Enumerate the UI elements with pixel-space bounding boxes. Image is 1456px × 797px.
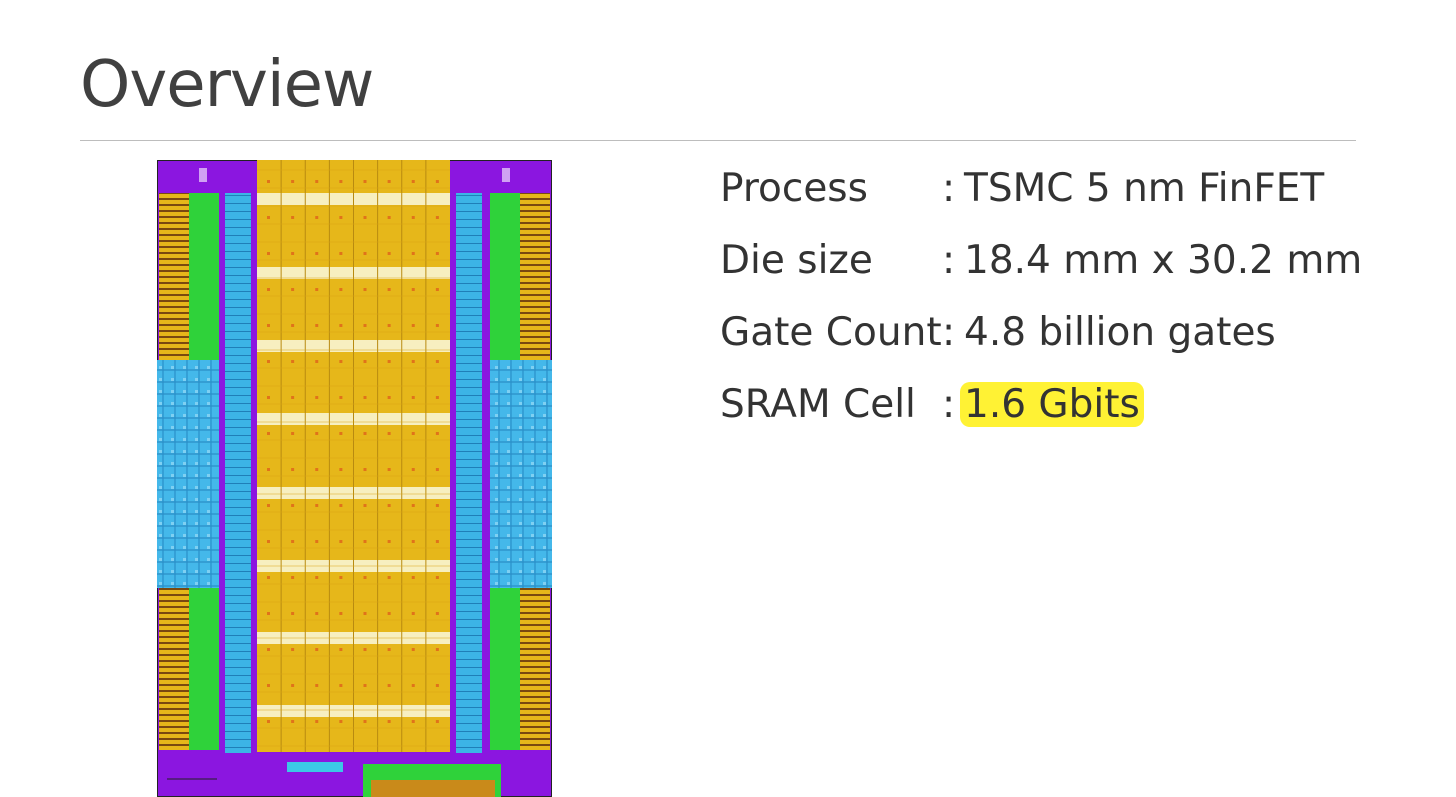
spec-separator: :	[942, 238, 956, 283]
spec-label: Gate Count	[720, 310, 942, 355]
spec-value-highlighted: 1.6 Gbits	[960, 381, 1144, 429]
spec-label: SRAM Cell	[720, 382, 916, 427]
spec-value: 18.4 mm x 30.2 mm	[964, 238, 1363, 283]
spec-separator: :	[942, 310, 956, 355]
spec-value: 4.8 billion gates	[964, 310, 1276, 355]
spec-separator: :	[942, 382, 956, 427]
spec-label: Process	[720, 166, 868, 211]
highlight-marker: 1.6 Gbits	[960, 382, 1144, 427]
chip-die-image	[157, 160, 552, 797]
spec-value: TSMC 5 nm FinFET	[964, 166, 1325, 211]
title-divider	[80, 140, 1356, 141]
slide-title: Overview	[80, 48, 374, 122]
spec-label: Die size	[720, 238, 873, 283]
spec-separator: :	[942, 166, 956, 211]
